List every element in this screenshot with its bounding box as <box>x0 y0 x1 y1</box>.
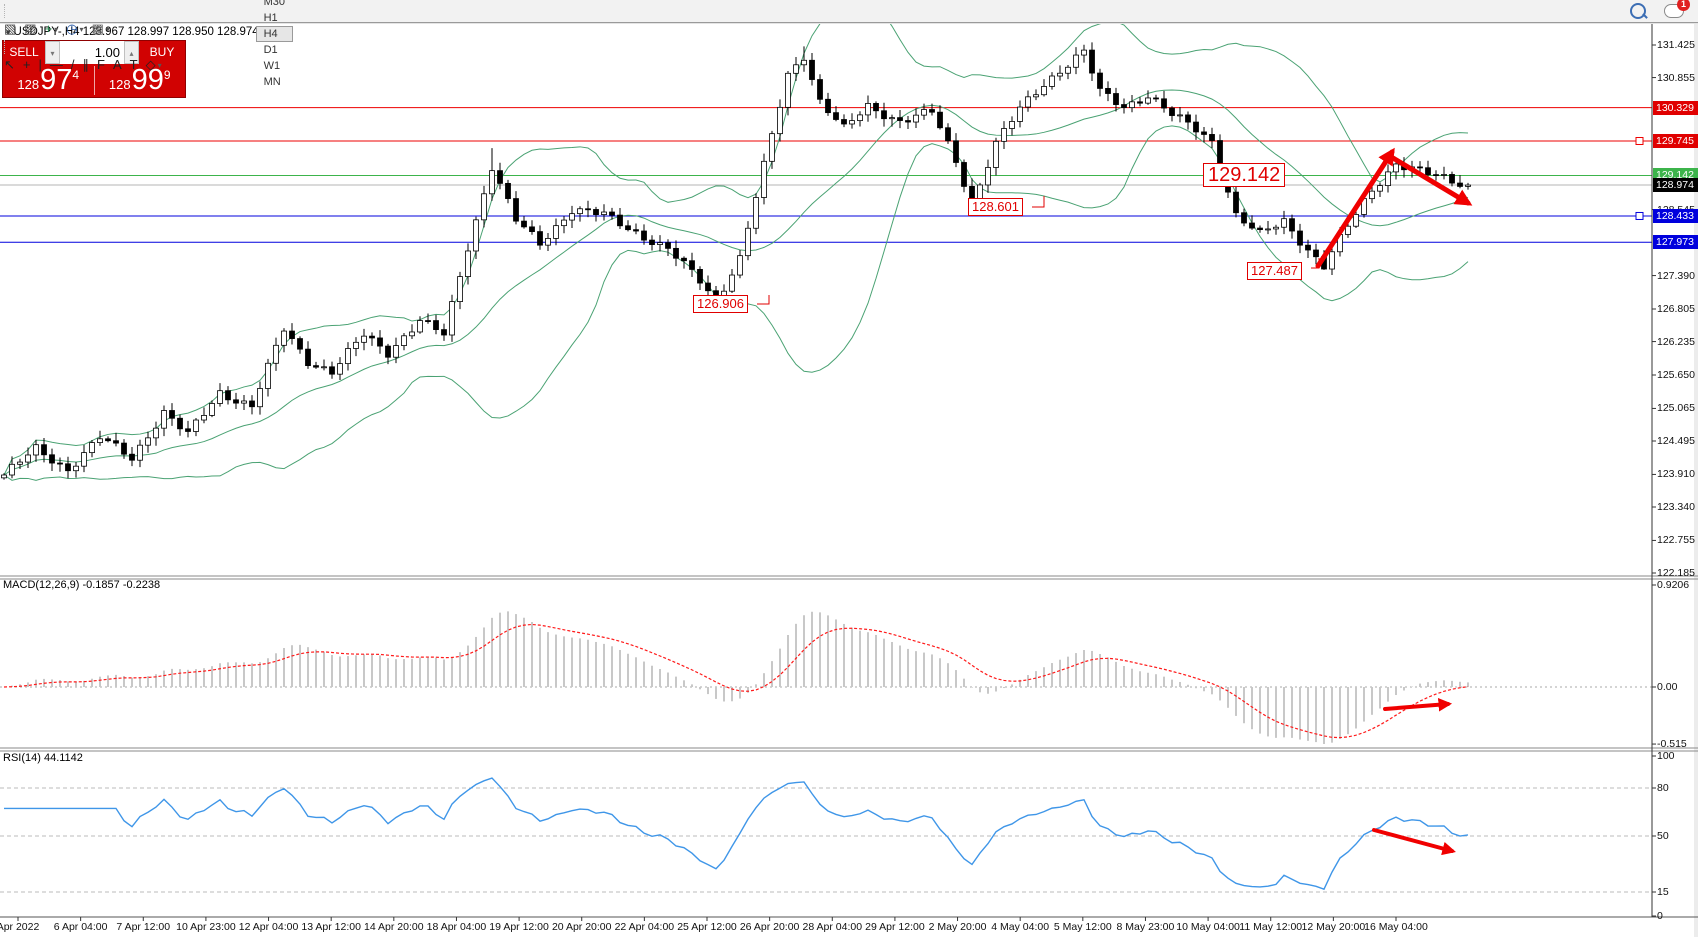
tile-windows-button[interactable]: ▦ <box>92 0 112 3</box>
main-toolbar: ▤新订单◆✉◉▶自动交易▥▮∿⊕⊖▦▧▨+▾◷▾▩▾↖+|—/∥FAT◇▾ M1… <box>0 0 1698 88</box>
cursor-button[interactable]: ↖ <box>0 55 19 75</box>
candlestick-chart-icon: ▮ <box>24 0 31 3</box>
label-button[interactable]: T <box>126 55 142 75</box>
channel-button[interactable]: ∥ <box>79 55 94 75</box>
notification-icon[interactable]: 1 <box>1664 0 1690 18</box>
volume-increase-button[interactable]: ▴ <box>124 41 139 64</box>
search-icon[interactable] <box>1630 3 1646 19</box>
zoom-in-icon: ⊕ <box>58 0 69 3</box>
label-icon: T <box>129 57 138 72</box>
bar-chart-button[interactable]: ▥ <box>0 0 20 3</box>
vertical-line-button[interactable]: | <box>35 55 46 75</box>
sell-price-sup: 4 <box>72 68 80 82</box>
crosshair-button[interactable]: + <box>19 55 35 75</box>
toolbar-group: ▥ ▮ ∿ ⊕ ⊖ ▦ <box>0 0 185 4</box>
window-edge <box>1694 24 1698 937</box>
fibonacci-button[interactable]: F <box>93 55 109 75</box>
shapes-icon: ◇ <box>145 57 156 72</box>
channel-icon: ∥ <box>82 57 90 72</box>
trade-panel-controls: SELL ▾ ▴ BUY <box>3 41 185 64</box>
trade-panel-prices: 128 97 4 128 99 9 <box>3 64 185 97</box>
sell-button[interactable]: SELL <box>3 41 45 64</box>
new-chart-button[interactable]: ▧ <box>0 19 20 39</box>
vertical-line-icon: | <box>38 57 42 72</box>
horizontal-line-button[interactable]: — <box>46 55 67 75</box>
timeframe-d1-button[interactable]: D1 <box>263 44 278 56</box>
tile-windows-icon: ▦ <box>96 0 108 3</box>
timeframe-mn-button[interactable]: MN <box>263 76 281 88</box>
toolbar-group: ↖ + | — / ∥ F A T ◇ ▾ <box>0 54 185 76</box>
sell-price-prefix: 128 <box>17 77 40 92</box>
buy-price-sup: 9 <box>163 68 171 82</box>
indicators-button[interactable]: + ▾ <box>41 19 63 39</box>
candlestick-chart-button[interactable]: ▮ <box>20 0 35 3</box>
text-button[interactable]: A <box>109 55 126 75</box>
periods-button[interactable]: ◷ ▾ <box>62 19 87 39</box>
line-chart-button[interactable]: ∿ <box>35 0 54 3</box>
new-chart-icon: ▧ <box>4 21 17 36</box>
trendline-button[interactable]: / <box>67 55 79 75</box>
toolbar-separator <box>4 40 5 54</box>
templates-button[interactable]: ▩ ▾ <box>88 19 114 39</box>
price-divider <box>93 66 95 95</box>
buy-price[interactable]: 128 99 9 <box>95 64 186 97</box>
chevron-down-icon[interactable]: ▾ <box>157 60 162 70</box>
text-icon: A <box>112 57 122 72</box>
zoom-out-icon: ⊖ <box>77 0 88 3</box>
zoom-out-button[interactable]: ⊖ <box>73 0 92 3</box>
timeframe-toolbar: M1M5M15M30H1H4D1W1MN <box>255 0 294 90</box>
buy-price-big: 99 <box>131 64 164 96</box>
toolbar-buttons: ▤新订单◆✉◉▶自动交易▥▮∿⊕⊖▦▧▨+▾◷▾▩▾↖+|—/∥FAT◇▾ <box>0 0 185 76</box>
notification-badge: 1 <box>1677 0 1690 11</box>
timeframe-m30-button[interactable]: M30 <box>263 0 285 8</box>
periods-icon: ◷ <box>66 21 78 36</box>
time-axis[interactable] <box>0 917 1652 937</box>
templates-icon: ▩ <box>91 21 104 36</box>
chart-shift-icon: ▨ <box>24 21 37 36</box>
indicators-icon: + <box>44 21 53 36</box>
toolbar-right: 1 <box>1630 0 1690 19</box>
price-axis[interactable] <box>1652 24 1698 917</box>
timeframe-h4-button[interactable]: H4 <box>255 26 293 42</box>
fibonacci-icon: F <box>97 57 105 72</box>
chevron-down-icon[interactable]: ▾ <box>79 24 84 34</box>
chart-shift-button[interactable]: ▨ <box>20 19 40 39</box>
bar-chart-icon: ▥ <box>4 0 16 3</box>
zoom-in-button[interactable]: ⊕ <box>54 0 73 3</box>
trendline-icon: / <box>70 57 75 72</box>
chevron-down-icon[interactable]: ▾ <box>54 24 59 34</box>
chevron-down-icon[interactable]: ▾ <box>105 24 110 34</box>
shapes-button[interactable]: ◇ ▾ <box>142 55 166 75</box>
volume-decrease-button[interactable]: ▾ <box>45 41 60 64</box>
one-click-trading-panel: SELL ▾ ▴ BUY 128 97 4 128 99 9 <box>2 40 186 98</box>
line-chart-icon: ∿ <box>39 0 50 3</box>
buy-button[interactable]: BUY <box>139 41 185 64</box>
toolbar-group: ▧ ▨ + ▾ ◷ ▾ ▩ ▾ <box>0 18 185 40</box>
cursor-icon: ↖ <box>4 57 15 72</box>
crosshair-icon: + <box>22 57 31 72</box>
sell-price[interactable]: 128 97 4 <box>3 64 94 97</box>
timeframe-w1-button[interactable]: W1 <box>263 60 281 72</box>
buy-price-prefix: 128 <box>108 77 131 92</box>
toolbar-separator <box>4 4 5 18</box>
volume-input[interactable] <box>60 41 124 64</box>
horizontal-line-icon: — <box>49 57 63 72</box>
sell-price-big: 97 <box>40 64 73 96</box>
timeframe-h1-button[interactable]: H1 <box>263 12 278 24</box>
